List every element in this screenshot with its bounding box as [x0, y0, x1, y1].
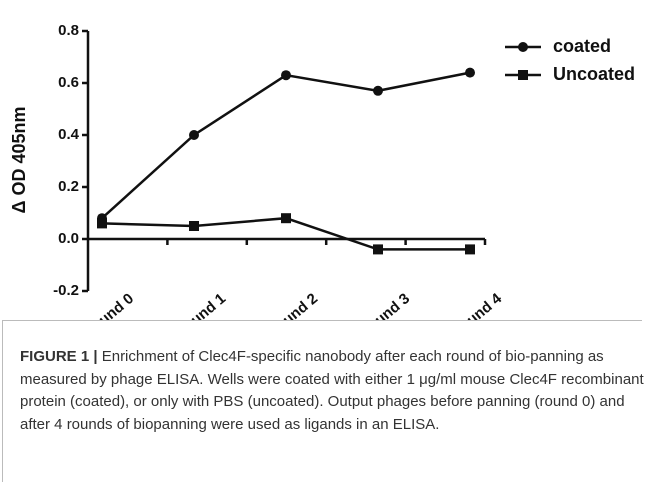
y-tick-label: 0.8: [58, 22, 79, 39]
legend-label: Uncoated: [553, 64, 635, 84]
y-tick-label: 0.4: [58, 126, 80, 143]
caption: FIGURE 1 | Enrichment of Clec4F-specific…: [20, 346, 645, 436]
caption-frame: [2, 320, 642, 482]
x-tick-label: round 4: [452, 290, 506, 320]
marker: [281, 213, 291, 224]
marker: [189, 221, 199, 231]
legend-label: coated: [553, 36, 611, 56]
marker: [97, 218, 107, 229]
marker: [465, 244, 475, 255]
marker: [281, 70, 291, 81]
line: [101, 71, 471, 220]
marker: [373, 85, 383, 96]
caption-label: FIGURE 1 |: [20, 348, 98, 365]
y-tick-label: 0.0: [58, 230, 79, 247]
x-tick-label: round 3: [360, 290, 413, 320]
y-tick-label: 0.2: [58, 178, 79, 195]
marker: [465, 67, 475, 78]
marker: [189, 130, 199, 140]
chart: Δ OD 405nm -0.2 0.0 0.2 0.4 0.6 0.8 round 0 rou…: [9, 22, 635, 320]
x-tick-label: round 0: [84, 290, 137, 320]
marker: [518, 42, 528, 52]
marker: [373, 244, 383, 255]
y-tick-label: -0.2: [53, 282, 79, 299]
marker: [518, 70, 528, 80]
caption-text: Enrichment of Clec4F-specific nanobody a…: [20, 348, 644, 433]
x-tick-label: round 1: [176, 290, 229, 320]
y-axis-label: Δ OD 405nm: [9, 107, 29, 214]
x-tick-label: round 2: [268, 290, 321, 320]
y-tick-label: 0.6: [58, 74, 79, 91]
